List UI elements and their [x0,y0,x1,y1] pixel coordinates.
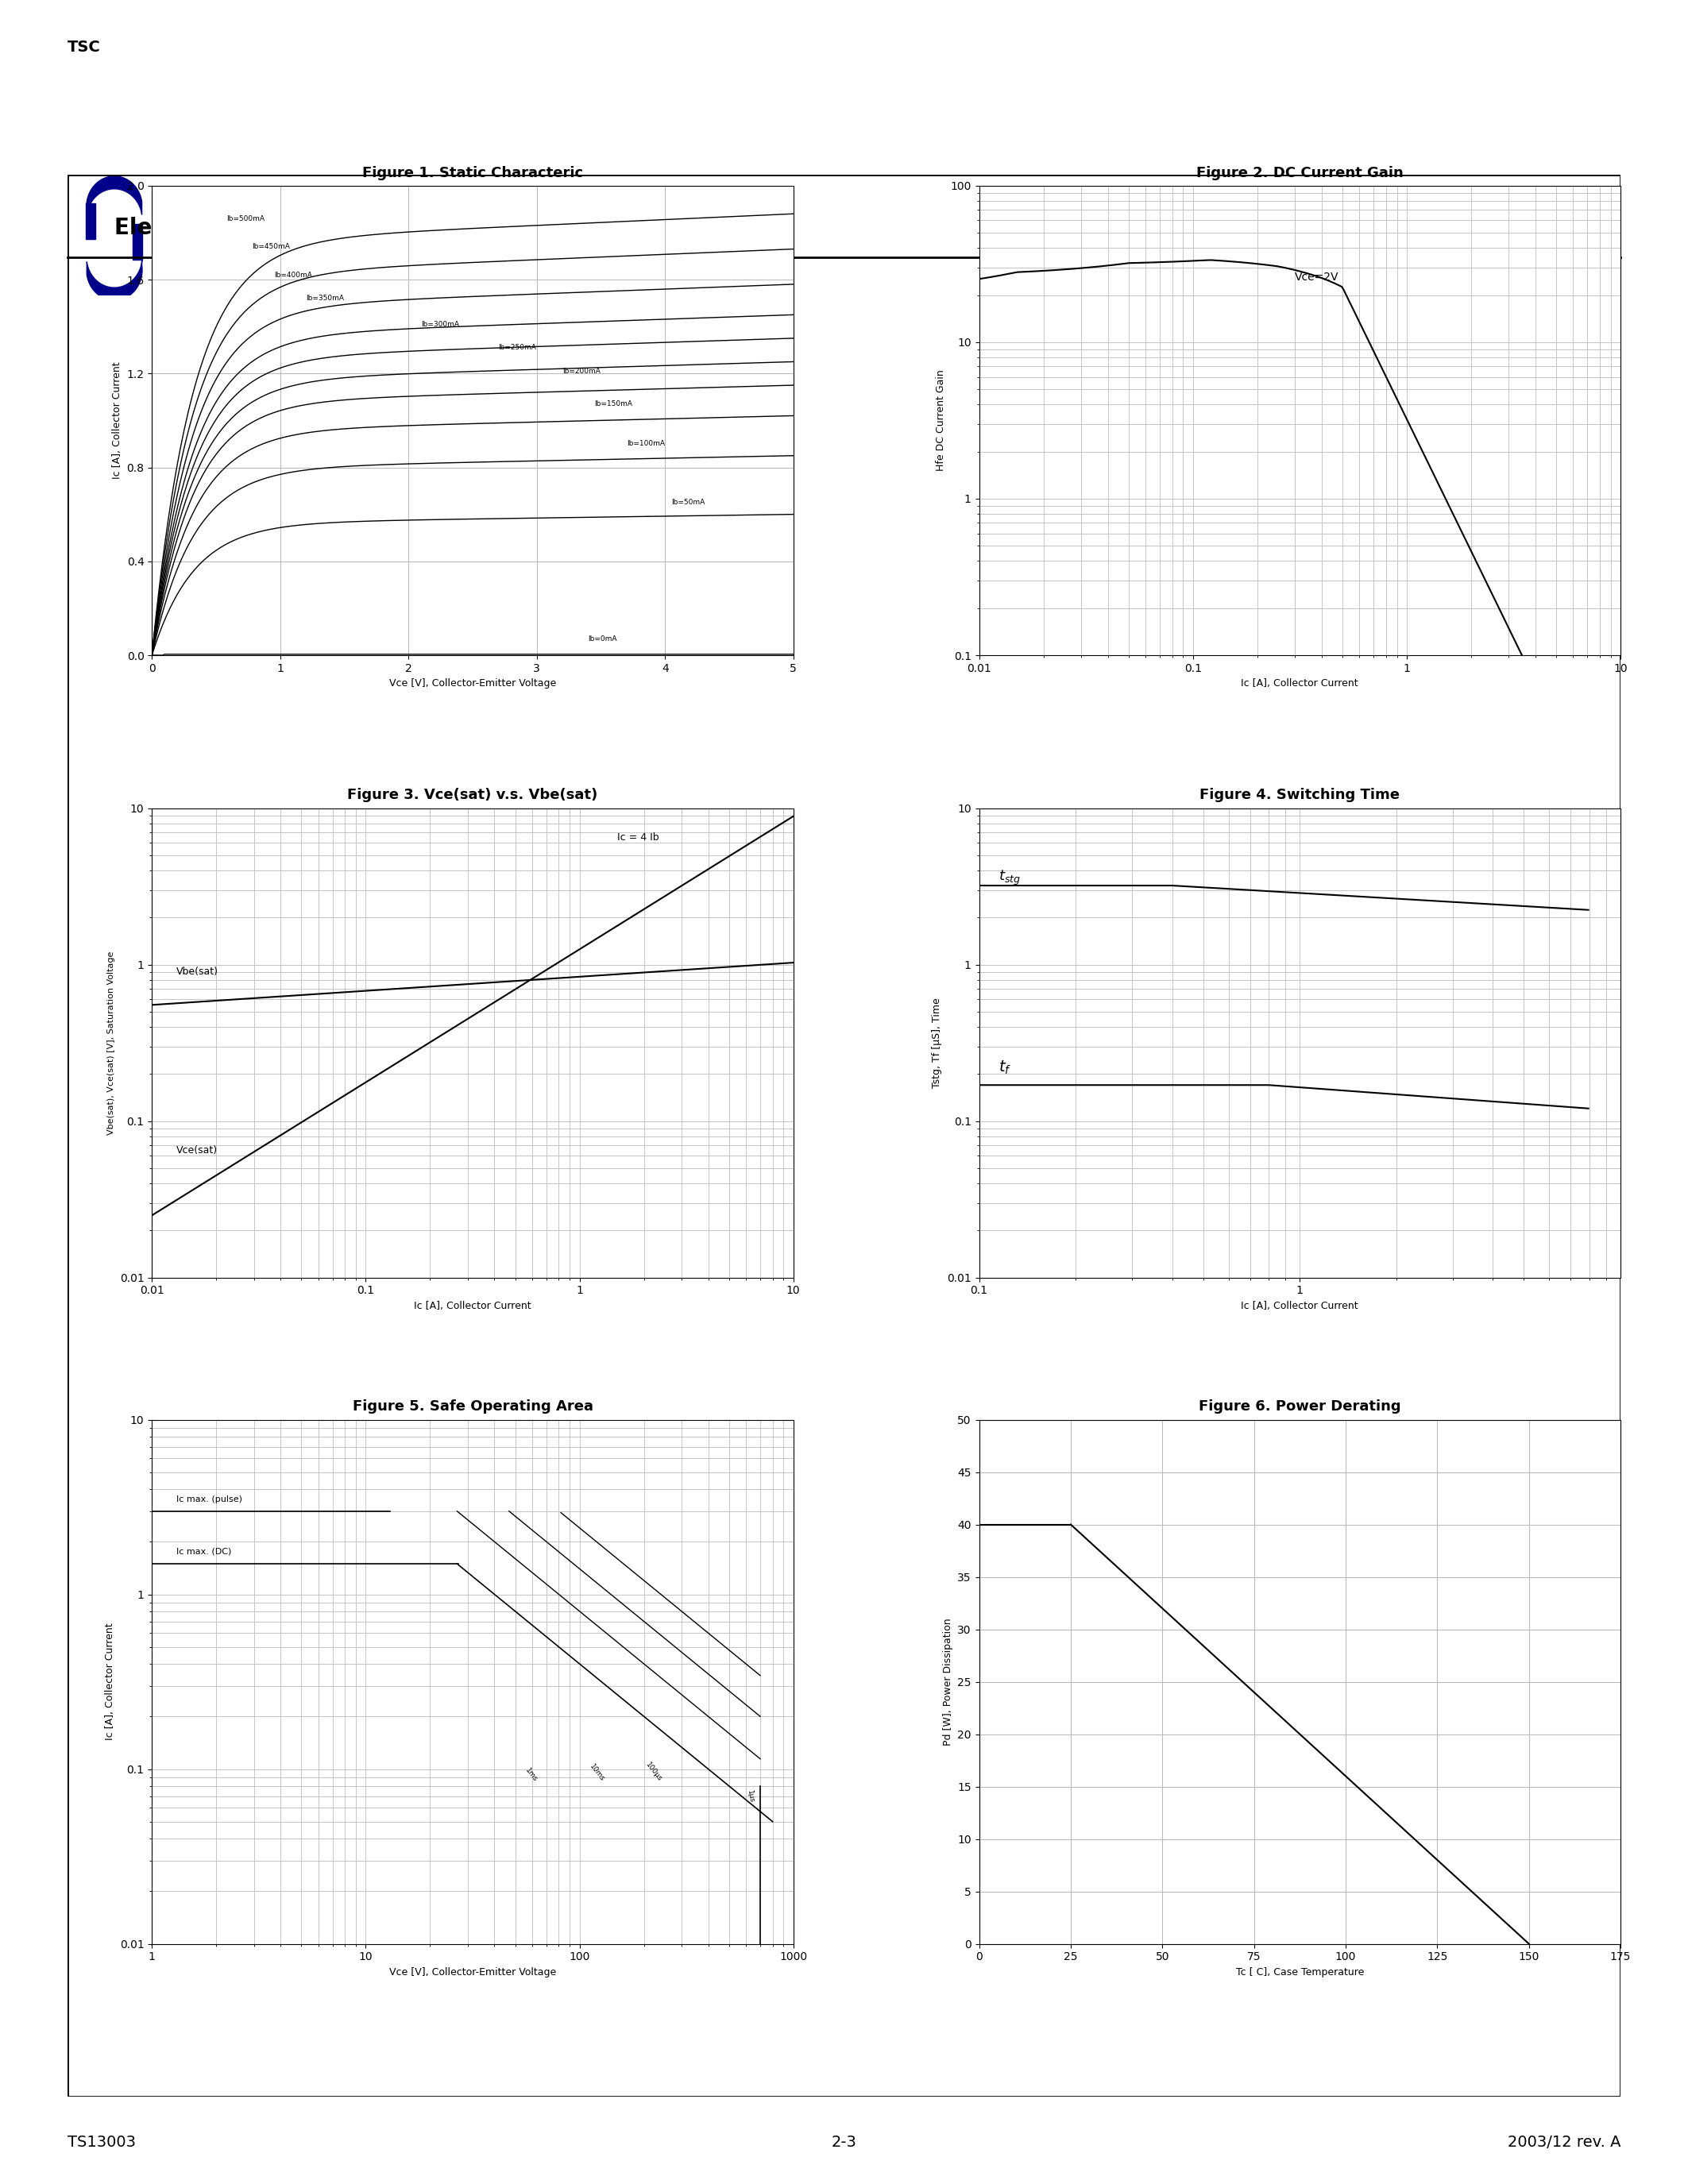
Text: Ib=300mA: Ib=300mA [422,321,459,328]
Y-axis label: Tstg, Tf [μS], Time: Tstg, Tf [μS], Time [932,998,942,1088]
Y-axis label: Ic [A], Collector Current: Ic [A], Collector Current [105,1623,115,1741]
Text: Ib=50mA: Ib=50mA [672,498,706,507]
Title: Figure 3. Vce(sat) v.s. Vbe(sat): Figure 3. Vce(sat) v.s. Vbe(sat) [348,788,598,802]
Y-axis label: Ic [A], Collector Current: Ic [A], Collector Current [111,363,122,478]
Y-axis label: Pd [W], Power Dissipation: Pd [W], Power Dissipation [942,1618,954,1745]
Text: TS13003: TS13003 [68,2136,135,2149]
Y-axis label: Vbe(sat), Vce(sat) [V], Saturation Voltage: Vbe(sat), Vce(sat) [V], Saturation Volta… [108,950,115,1136]
Text: Ib=100mA: Ib=100mA [626,441,665,448]
Y-axis label: Hfe DC Current Gain: Hfe DC Current Gain [935,369,945,472]
Text: 10ms: 10ms [589,1762,606,1782]
Text: Vce=2V: Vce=2V [1295,271,1339,282]
Text: 2003/12 rev. A: 2003/12 rev. A [1507,2136,1620,2149]
Title: Figure 1. Static Characteric: Figure 1. Static Characteric [363,166,582,179]
Text: 1μs: 1μs [746,1789,755,1804]
Text: Ic max. (pulse): Ic max. (pulse) [176,1496,241,1503]
Title: Figure 6. Power Derating: Figure 6. Power Derating [1198,1400,1401,1413]
Title: Figure 2. DC Current Gain: Figure 2. DC Current Gain [1197,166,1403,179]
Title: Figure 4. Switching Time: Figure 4. Switching Time [1200,788,1399,802]
Bar [132,225,142,260]
Text: TSC: TSC [68,39,101,55]
X-axis label: Vce [V], Collector-Emitter Voltage: Vce [V], Collector-Emitter Voltage [390,679,555,688]
X-axis label: Vce [V], Collector-Emitter Voltage: Vce [V], Collector-Emitter Voltage [390,1968,555,1977]
Text: Ic max. (DC): Ic max. (DC) [176,1548,231,1555]
Text: 100μs: 100μs [643,1760,663,1782]
Text: Ib=400mA: Ib=400mA [273,271,312,277]
Bar [86,203,95,238]
Text: Ib=200mA: Ib=200mA [562,367,601,376]
Text: 1ms: 1ms [523,1767,538,1782]
X-axis label: Ic [A], Collector Current: Ic [A], Collector Current [414,1302,532,1310]
X-axis label: Ic [A], Collector Current: Ic [A], Collector Current [1241,679,1359,688]
Text: Ib=250mA: Ib=250mA [498,345,537,352]
Title: Figure 5. Safe Operating Area: Figure 5. Safe Operating Area [353,1400,592,1413]
Text: $t_f$: $t_f$ [999,1059,1011,1077]
Text: Ib=0mA: Ib=0mA [587,636,618,642]
X-axis label: Tc [ C], Case Temperature: Tc [ C], Case Temperature [1236,1968,1364,1977]
Text: $t_{stg}$: $t_{stg}$ [999,869,1021,887]
Text: 2-3: 2-3 [830,2136,858,2149]
Text: Ic = 4 Ib: Ic = 4 Ib [618,832,658,843]
Text: Ib=450mA: Ib=450mA [252,242,290,251]
X-axis label: Ic [A], Collector Current: Ic [A], Collector Current [1241,1302,1359,1310]
Text: Ib=150mA: Ib=150mA [594,400,633,408]
Text: Ib=500mA: Ib=500mA [226,214,265,223]
Text: Ib=350mA: Ib=350mA [306,295,344,301]
Text: Vce(sat): Vce(sat) [176,1144,218,1155]
Text: Vbe(sat): Vbe(sat) [176,968,218,976]
Text: Electrical Characteristics Curve: Electrical Characteristics Curve [115,216,505,240]
